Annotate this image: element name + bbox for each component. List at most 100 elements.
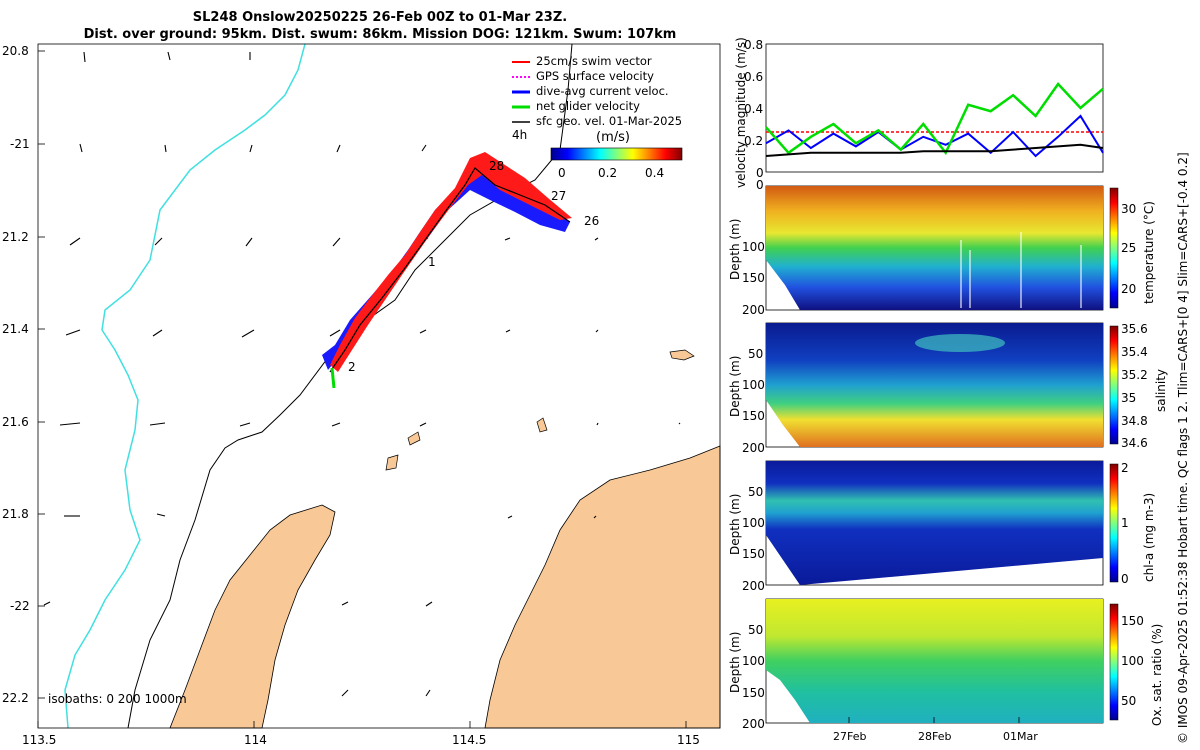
depth-tick: 200	[742, 579, 765, 593]
depth-tick: 0	[756, 178, 764, 192]
lat-tick: 21.8	[2, 507, 29, 521]
date-tick: 27Feb	[833, 730, 867, 743]
velocity-line-sfc-geo-vel-	[765, 143, 1104, 157]
lat-tick: 21.4	[2, 322, 29, 336]
track-label: 2	[348, 360, 356, 374]
lat-tick: 21.2	[2, 230, 29, 244]
cbar-tick: 150	[1121, 614, 1144, 628]
cbar-tick: 0	[1121, 572, 1129, 586]
depth-label: Depth (m)	[728, 218, 742, 280]
depth-tick: 150	[742, 547, 765, 561]
depth-tick: 150	[742, 271, 765, 285]
footer-credit: © IMOS 09-Apr-2025 01:52:38 Hobart time.…	[1176, 152, 1190, 744]
track-label: 27	[551, 189, 567, 203]
temperature-section	[765, 185, 1119, 311]
legend-label: 25cm/s swim vector	[536, 54, 652, 68]
cbar-tick: 35	[1121, 391, 1137, 405]
island	[407, 431, 421, 446]
legend-swatch	[512, 75, 530, 78]
colorbar-tick: 0.2	[598, 166, 618, 180]
time-marker: 4h	[512, 128, 528, 142]
legend-item: dive-avg current veloc.	[510, 84, 682, 99]
depth-tick: 50	[748, 623, 764, 637]
isobaths-label: isobaths: 0 200 1000m	[48, 692, 187, 706]
island	[385, 454, 399, 471]
title-line-1: SL248 Onslow20250225 26-Feb 00Z to 01-Ma…	[192, 10, 568, 25]
cbar-tick: 30	[1121, 202, 1137, 216]
legend-item: GPS surface velocity	[510, 69, 682, 84]
map-legend: 25cm/s swim vector GPS surface velocity …	[510, 54, 682, 129]
cbar-tick: 35.2	[1121, 368, 1148, 382]
legend-swatch	[512, 120, 530, 123]
temperature-clabel: temperature (°C)	[1142, 201, 1156, 304]
depth-tick: 200	[742, 717, 765, 731]
track-map	[37, 43, 721, 729]
lon-tick: 113.5	[22, 733, 57, 747]
legend-swatch	[512, 105, 530, 108]
cbar-tick: 34.8	[1121, 414, 1148, 428]
glider-track	[329, 167, 571, 373]
depth-tick: 150	[742, 409, 765, 423]
colorbar-tick: 0.4	[645, 166, 665, 180]
chla-clabel: chl-a (mg m-3)	[1142, 492, 1156, 582]
legend-label: GPS surface velocity	[536, 69, 654, 83]
legend-swatch	[512, 90, 530, 93]
depth-label: Depth (m)	[728, 631, 742, 693]
depth-tick: 100	[742, 654, 765, 668]
swim-vector-band	[330, 152, 572, 372]
oxygen-clabel: Ox. sat. ratio (%)	[1150, 623, 1164, 726]
colorbar-tick: 0	[558, 166, 566, 180]
date-tick: 01Mar	[1003, 730, 1038, 743]
velocity-ytick: 0	[756, 166, 764, 180]
cbar-tick: 2	[1121, 461, 1129, 475]
velocity-series	[765, 82, 1104, 158]
colorbar-unit: (m/s)	[596, 130, 630, 145]
chla-section	[765, 460, 1119, 586]
lon-tick: 114.5	[452, 733, 487, 747]
lat-tick: -22	[10, 599, 30, 613]
velocity-ytick: 0.4	[744, 102, 764, 116]
cbar-tick: 1	[1121, 516, 1129, 530]
legend-label: dive-avg current veloc.	[536, 84, 669, 98]
legend-item: net glider velocity	[510, 99, 682, 114]
oxygen-section	[765, 598, 1119, 724]
cbar-tick: 100	[1121, 654, 1144, 668]
velocity-ytick: 0.6	[744, 70, 764, 84]
velocity-ytick: 0.2	[744, 134, 764, 148]
legend-item: sfc geo. vel. 01-Mar-2025	[510, 114, 682, 129]
cbar-tick: 50	[1121, 694, 1137, 708]
title-line-2: Dist. over ground: 95km. Dist. swum: 86k…	[83, 27, 677, 42]
land-mainland	[484, 445, 721, 729]
depth-tick: 100	[742, 378, 765, 392]
lat-tick: 20.8	[2, 44, 29, 58]
lon-tick: 114	[244, 733, 267, 747]
legend-label: net glider velocity	[536, 99, 640, 113]
lat-tick: 22.2	[2, 691, 29, 705]
date-tick: 28Feb	[918, 730, 952, 743]
cbar-tick: 25	[1121, 241, 1137, 255]
island	[669, 349, 695, 361]
depth-tick: 50	[748, 347, 764, 361]
lat-tick: 21.6	[2, 415, 29, 429]
salinity-section	[765, 322, 1119, 448]
legend-item: 25cm/s swim vector	[510, 54, 682, 69]
depth-tick: 200	[742, 303, 765, 317]
depth-tick: 200	[742, 441, 765, 455]
legend-swatch	[512, 60, 530, 63]
cbar-tick: 34.6	[1121, 436, 1148, 450]
geo-velocity-arrows	[43, 51, 681, 697]
depth-tick: 150	[742, 686, 765, 700]
isobath-1000m	[64, 43, 306, 729]
track-label: 26	[584, 214, 600, 228]
cbar-tick: 20	[1121, 282, 1137, 296]
island	[536, 417, 548, 433]
velocity-ytick: 0.8	[744, 38, 764, 52]
legend-label: sfc geo. vel. 01-Mar-2025	[536, 114, 683, 128]
right-panels	[765, 43, 1119, 724]
cbar-tick: 35.6	[1121, 322, 1148, 336]
track-label: 1	[428, 255, 436, 269]
depth-label: Depth (m)	[728, 355, 742, 417]
net-velocity-arrow	[330, 367, 336, 389]
depth-tick: 100	[742, 240, 765, 254]
lat-tick: -21	[10, 137, 30, 151]
